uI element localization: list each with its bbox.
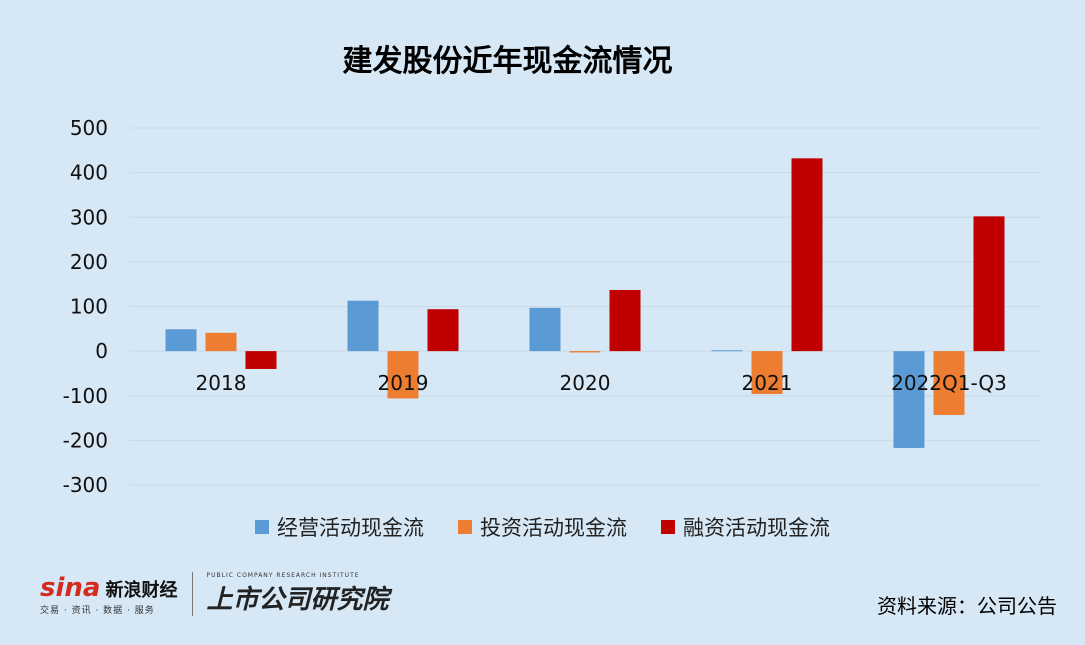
institute-logo: PUBLIC COMPANY RESEARCH INSTITUTE 上市公司研究… — [207, 572, 389, 616]
bar — [529, 307, 561, 352]
bar — [751, 351, 783, 394]
chart-bars — [165, 158, 1005, 448]
bar — [569, 351, 601, 353]
legend-label-financing: 融资活动现金流 — [683, 516, 830, 540]
legend-label-operating: 经营活动现金流 — [277, 516, 424, 540]
bar — [791, 158, 823, 352]
y-tick-label: 100 — [70, 295, 108, 319]
bar — [933, 351, 965, 415]
y-tick-label: -300 — [63, 473, 108, 497]
y-tick-label: 400 — [70, 161, 108, 185]
bar — [205, 332, 237, 352]
sina-logo-cn: 新浪财经 — [105, 579, 178, 601]
y-tick-label: 500 — [70, 116, 108, 140]
sina-logo-text: sina — [40, 572, 101, 603]
bar — [973, 216, 1005, 352]
x-category-label: 2021 — [742, 371, 793, 395]
chart-legend: 经营活动现金流 投资活动现金流 融资活动现金流 — [0, 512, 1085, 542]
institute-logo-en: PUBLIC COMPANY RESEARCH INSTITUTE — [206, 572, 360, 579]
x-category-label: 2018 — [196, 371, 247, 395]
x-category-label: 2020 — [560, 371, 611, 395]
chart-title: 建发股份近年现金流情况 — [342, 44, 673, 79]
y-tick-label: -100 — [63, 384, 108, 408]
footer-logos: sina 新浪财经 交易 · 资讯 · 数据 · 服务 PUBLIC COMPA… — [40, 572, 389, 616]
source-note: 资料来源：公司公告 — [877, 594, 1057, 618]
bar — [165, 329, 197, 352]
bar — [245, 351, 277, 369]
legend-item-investing: 投资活动现金流 — [458, 512, 627, 542]
sina-logo-sub: 交易 · 资讯 · 数据 · 服务 — [40, 605, 155, 616]
x-category-label: 2019 — [378, 371, 429, 395]
legend-item-operating: 经营活动现金流 — [255, 512, 424, 542]
legend-swatch-financing — [661, 520, 675, 534]
legend-swatch-investing — [458, 520, 472, 534]
bar — [427, 309, 459, 352]
x-category-label: 2022Q1-Q3 — [891, 371, 1007, 395]
y-tick-label: 0 — [95, 339, 108, 363]
legend-label-investing: 投资活动现金流 — [480, 516, 627, 540]
y-tick-label: 200 — [70, 250, 108, 274]
y-axis-tick-labels: 500 400 300 200 100 0 -100 -200 -300 — [63, 116, 108, 497]
logo-divider — [191, 572, 193, 616]
bar — [609, 289, 641, 352]
legend-swatch-operating — [255, 520, 269, 534]
sina-logo: sina 新浪财经 交易 · 资讯 · 数据 · 服务 — [40, 573, 178, 616]
y-tick-label: 300 — [70, 205, 108, 229]
bar — [347, 300, 379, 352]
x-axis-category-labels: 2018 2019 2020 2021 2022Q1-Q3 — [196, 371, 1007, 395]
bar — [893, 351, 925, 448]
bar — [387, 351, 419, 399]
legend-item-financing: 融资活动现金流 — [661, 512, 830, 542]
bar — [711, 350, 743, 352]
institute-logo-cn: 上市公司研究院 — [206, 585, 389, 615]
y-tick-label: -200 — [63, 428, 108, 452]
